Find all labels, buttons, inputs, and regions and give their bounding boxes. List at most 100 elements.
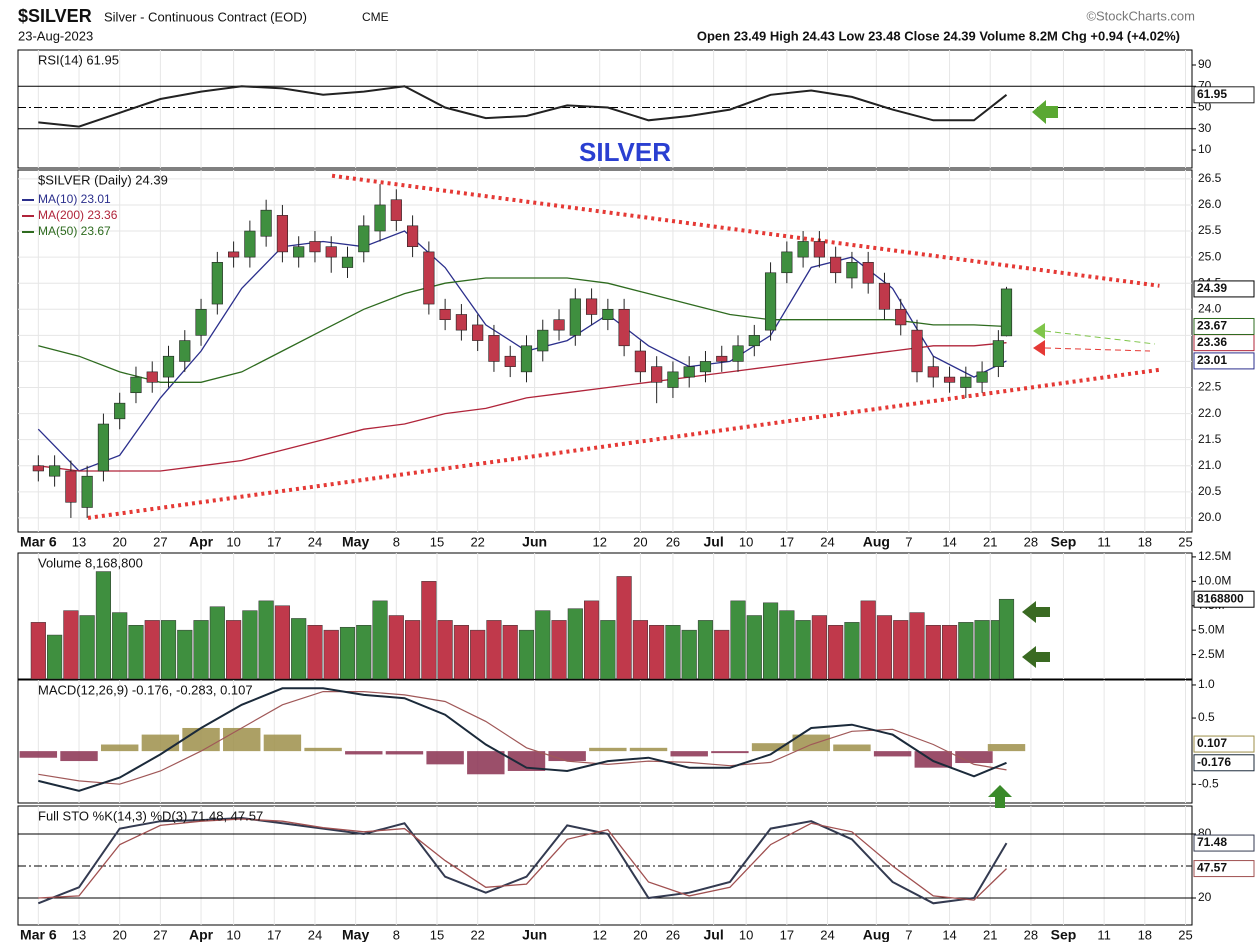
volume-bar [421,581,437,680]
x-tick-label: 24 [820,534,834,549]
volume-bar [567,608,583,680]
value-box-label: 0.107 [1197,736,1227,750]
x-tick-label: 12 [592,534,606,549]
value-box [1193,280,1255,298]
candle-body [423,251,435,305]
x-tick-label: Jul [703,534,723,550]
candle-body [618,308,630,347]
arrow [1022,601,1050,623]
volume-bar [649,625,665,680]
instrument-name: Silver - Continuous Contract (EOD) [104,9,307,24]
candle-body [97,423,110,472]
histogram-bar [304,747,342,752]
y-tick-label: 5.0M [1198,622,1225,636]
volume-bar [665,625,681,680]
volume-bar [453,625,469,680]
histogram-bar [670,751,708,757]
volume-bar [518,629,535,680]
value-box-label: 23.67 [1197,319,1227,333]
x-tick-label: 20 [112,534,126,549]
x-tick-label: 15 [430,534,444,549]
legend-entry: MA(200) 23.36 [38,208,118,222]
value-box-label: 8168800 [1197,591,1244,605]
x-tick-label: 14 [942,534,956,549]
candle-body [146,371,158,383]
x-tick-label: Jul [703,927,723,942]
volume-bar [323,629,339,680]
candle-body [390,199,402,221]
candle-body [862,262,874,284]
y-tick-label: 20.0 [1198,510,1222,524]
annotation: SILVER [579,137,671,167]
candle-body [911,329,923,373]
volume-bar [893,620,909,680]
volume-bar [828,625,844,680]
volume-bar [584,600,600,680]
x-tick-label: 28 [1024,534,1038,549]
candle-body [293,246,305,258]
candle-body [683,366,695,378]
volume-bar [762,602,779,680]
value-box-label: 61.95 [1197,87,1227,101]
x-tick-label: 18 [1138,534,1152,549]
volume-bar [437,620,453,680]
value-box-label: 23.01 [1197,353,1227,367]
symbol: $SILVER [18,6,92,26]
histogram-bar [955,751,993,764]
candle-body [553,319,565,331]
x-tick-label: 24 [820,927,834,942]
volume-bar [144,620,160,680]
x-tick-label: Apr [189,927,214,942]
x-tick-label: 13 [72,927,86,942]
volume-bar [226,620,242,680]
candle-body [504,355,516,367]
volume-bar [470,629,486,680]
arrow [1033,340,1045,356]
volume-bar [193,620,209,680]
value-box [1193,590,1255,608]
x-tick-label: 17 [780,534,794,549]
candle-body [439,308,451,321]
panel-title: $SILVER (Daily) 24.39 [38,172,168,187]
x-tick-label: 8 [393,534,400,549]
volume-bar [63,610,79,680]
x-tick-label: 10 [739,927,753,942]
x-tick-label: 14 [942,927,956,942]
histogram-bar [263,734,302,752]
volume-bar [209,606,225,680]
candle-body [488,335,500,362]
y-tick-label: 10 [1198,142,1212,156]
x-tick-label: May [342,927,369,942]
value-box-label: 24.39 [1197,281,1227,295]
x-tick-label: 7 [905,927,912,942]
x-tick-label: 20 [633,927,647,942]
x-tick-label: Jun [522,534,547,550]
x-tick-label: 21 [983,534,997,549]
candle-body [1000,288,1013,337]
candle-body [228,251,240,258]
value-box [1193,352,1255,370]
x-tick-label: 10 [226,927,240,942]
histogram-bar [833,744,871,752]
volume-bar [405,620,421,680]
y-tick-label: 1.0 [1198,677,1215,691]
value-box-label: 71.48 [1197,835,1227,849]
candle-body [634,350,646,373]
volume-bar [925,625,941,680]
panel-frame [17,169,1193,533]
x-tick-label: Mar 6 [20,534,57,550]
candle-body [472,324,484,341]
value-box-label: -0.176 [1197,755,1231,769]
series-line [38,818,1007,901]
value-box [1193,86,1255,104]
histogram-bar [792,734,830,752]
candle-body [211,262,223,305]
arrow [1033,323,1045,339]
y-tick-label: 25.0 [1198,249,1222,263]
x-tick-label: 13 [72,534,86,549]
value-box [1193,834,1255,852]
histogram-bar [987,744,1026,752]
histogram-bar [629,747,668,752]
